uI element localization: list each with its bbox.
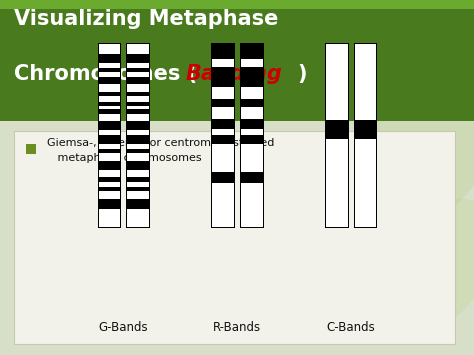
Bar — [126, 67, 149, 72]
Bar — [26, 144, 36, 154]
Bar — [98, 109, 120, 114]
Bar — [240, 43, 263, 227]
Bar — [126, 178, 149, 182]
Text: Chromosomes (: Chromosomes ( — [14, 64, 197, 84]
Bar — [325, 120, 348, 138]
Text: ): ) — [298, 64, 307, 84]
Bar — [240, 140, 263, 144]
Bar — [240, 43, 263, 54]
Bar — [14, 131, 455, 344]
Bar — [211, 76, 234, 87]
Bar — [211, 135, 234, 140]
Bar — [0, 0, 474, 121]
Bar — [240, 135, 263, 140]
Ellipse shape — [377, 198, 474, 334]
Bar — [126, 43, 149, 227]
Bar — [98, 187, 120, 191]
Text: Visualizing Metaphase: Visualizing Metaphase — [14, 9, 279, 29]
Bar — [0, 0, 474, 9]
Bar — [126, 135, 149, 144]
Bar — [126, 102, 149, 106]
Bar — [240, 43, 263, 227]
Text: Banding: Banding — [186, 64, 283, 84]
Bar — [240, 67, 263, 76]
Bar — [211, 140, 234, 144]
Bar — [240, 119, 263, 129]
Bar — [126, 149, 149, 153]
Bar — [240, 99, 263, 107]
Bar — [98, 77, 120, 84]
Ellipse shape — [330, 72, 474, 248]
Bar — [98, 135, 120, 144]
Bar — [126, 77, 149, 84]
Bar — [325, 43, 348, 227]
Bar — [98, 54, 120, 63]
Text: G-Bands: G-Bands — [99, 321, 148, 334]
Bar — [126, 92, 149, 96]
Bar — [211, 43, 234, 54]
Bar — [211, 54, 234, 59]
Bar — [98, 43, 120, 227]
Bar — [126, 187, 149, 191]
Bar — [240, 76, 263, 87]
Bar — [126, 109, 149, 114]
Bar — [211, 172, 234, 183]
Text: R-Bands: R-Bands — [213, 321, 261, 334]
Bar — [126, 43, 149, 227]
Bar — [98, 161, 120, 170]
Bar — [98, 102, 120, 106]
Bar — [126, 121, 149, 126]
Bar — [98, 126, 120, 130]
Bar — [354, 120, 376, 138]
Bar — [126, 126, 149, 130]
Text: Giemsa-, reverse- or centromere-stained
   metaphase chromosomes: Giemsa-, reverse- or centromere-stained … — [47, 138, 275, 163]
Bar — [126, 161, 149, 170]
Bar — [240, 172, 263, 183]
Bar — [354, 43, 376, 227]
Bar — [211, 43, 234, 227]
Bar — [98, 178, 120, 182]
Bar — [240, 54, 263, 59]
Bar — [211, 119, 234, 129]
Bar — [126, 54, 149, 63]
Bar — [98, 92, 120, 96]
Bar — [126, 198, 149, 209]
Bar — [98, 43, 120, 227]
Bar — [98, 67, 120, 72]
Bar — [325, 43, 348, 227]
Bar — [98, 198, 120, 209]
Bar — [211, 99, 234, 107]
Bar — [98, 121, 120, 126]
Bar — [98, 149, 120, 153]
Bar — [211, 43, 234, 227]
Text: C-Bands: C-Bands — [327, 321, 375, 334]
Bar — [211, 67, 234, 76]
Bar — [354, 43, 376, 227]
